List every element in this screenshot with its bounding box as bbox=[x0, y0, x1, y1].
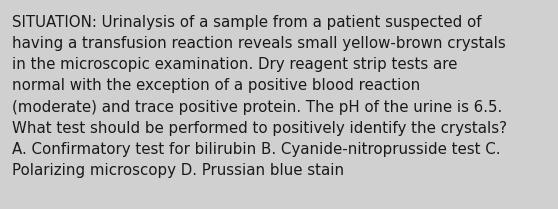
Text: SITUATION: Urinalysis of a sample from a patient suspected of
having a transfusi: SITUATION: Urinalysis of a sample from a… bbox=[12, 15, 507, 178]
